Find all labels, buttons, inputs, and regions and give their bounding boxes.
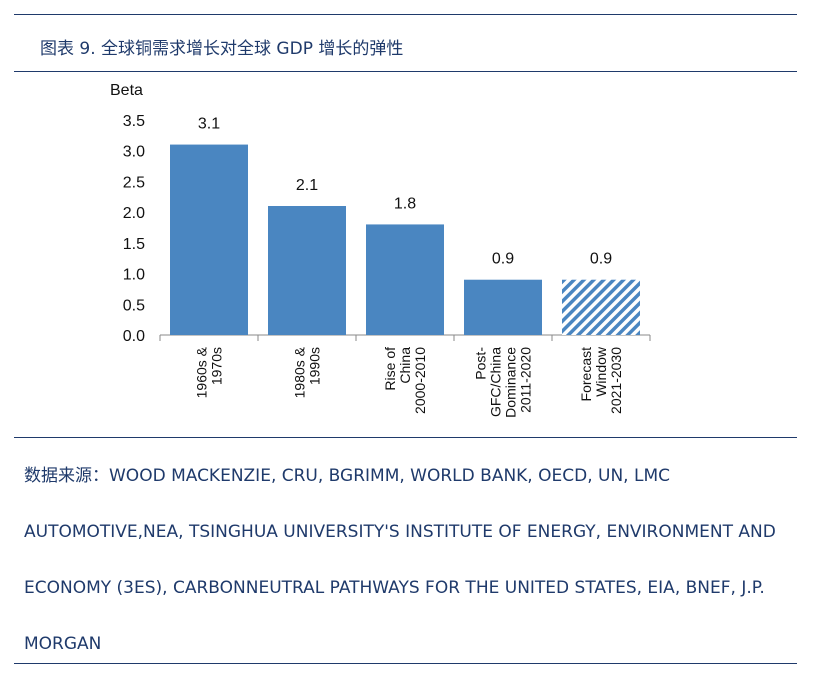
- category-labels: 1960s & 1970s 1980s & 1990s Rise of China 2000…: [194, 346, 625, 418]
- y-tick-label: 1.5: [123, 236, 145, 253]
- category-label: Forecast Window 2021-2030: [578, 346, 624, 414]
- category-label: Rise of China 2000-2010: [382, 347, 428, 414]
- category-label: 1960s & 1970s: [194, 346, 225, 398]
- y-axis-ticks: 0.0 0.5 1.0 1.5 2.0 2.5 3.0 3.5: [123, 113, 145, 345]
- bar-chart: Beta 0.0 0.5 1.0 1.5 2.0 2.5 3.0 3.5 3.1 2.1 1.8 0…: [110, 82, 651, 418]
- category-label: Post- GFC/China Dominance 2011-2020: [473, 347, 534, 418]
- bar: [464, 279, 542, 335]
- category-label-line: Post-: [473, 347, 489, 380]
- category-label-line: Dominance: [503, 347, 519, 418]
- y-tick-label: 2.0: [123, 205, 145, 222]
- y-tick-label: 1.0: [123, 267, 145, 284]
- y-tick-label: 2.5: [123, 174, 145, 191]
- y-tick-label: 0.0: [123, 328, 145, 345]
- bar: [562, 279, 640, 335]
- bar: [268, 206, 346, 335]
- bar: [366, 224, 444, 335]
- y-axis-label: Beta: [110, 82, 143, 99]
- category-label-line: 1960s &: [194, 346, 210, 398]
- source-note: 数据来源：WOOD MACKENZIE, CRU, BGRIMM, WORLD …: [24, 466, 776, 654]
- category-label-line: China: [397, 347, 413, 384]
- bar: [170, 144, 248, 335]
- category-label-line: 2011-2020: [518, 347, 534, 413]
- category-label-line: 1970s: [209, 347, 225, 385]
- figure-title: 图表 9. 全球铜需求增长对全球 GDP 增长的弹性: [40, 39, 404, 59]
- data-labels: 3.1 2.1 1.8 0.9 0.9: [198, 116, 612, 268]
- bars: [170, 144, 640, 335]
- data-label: 3.1: [198, 116, 220, 133]
- category-label-line: Rise of: [382, 347, 398, 391]
- category-label-line: GFC/China: [488, 347, 504, 417]
- data-label: 0.9: [590, 251, 612, 268]
- bottom-rule: [14, 663, 797, 664]
- source-top-rule: [14, 437, 797, 438]
- category-label-line: Window: [593, 346, 609, 397]
- category-label-line: 1990s: [307, 347, 323, 385]
- data-label: 1.8: [394, 195, 416, 212]
- category-label-line: 1980s &: [292, 346, 308, 398]
- x-axis: [159, 334, 651, 341]
- category-label-line: 2021-2030: [608, 347, 624, 414]
- y-tick-label: 3.5: [123, 113, 145, 130]
- top-rule: [14, 14, 797, 15]
- y-tick-label: 3.0: [123, 144, 145, 161]
- category-label-line: 2000-2010: [412, 347, 428, 414]
- category-label-line: Forecast: [578, 347, 594, 402]
- title-rule: [14, 71, 797, 72]
- data-label: 2.1: [296, 177, 318, 194]
- category-label: 1980s & 1990s: [292, 346, 323, 398]
- data-label: 0.9: [492, 251, 514, 268]
- y-tick-label: 0.5: [123, 297, 145, 314]
